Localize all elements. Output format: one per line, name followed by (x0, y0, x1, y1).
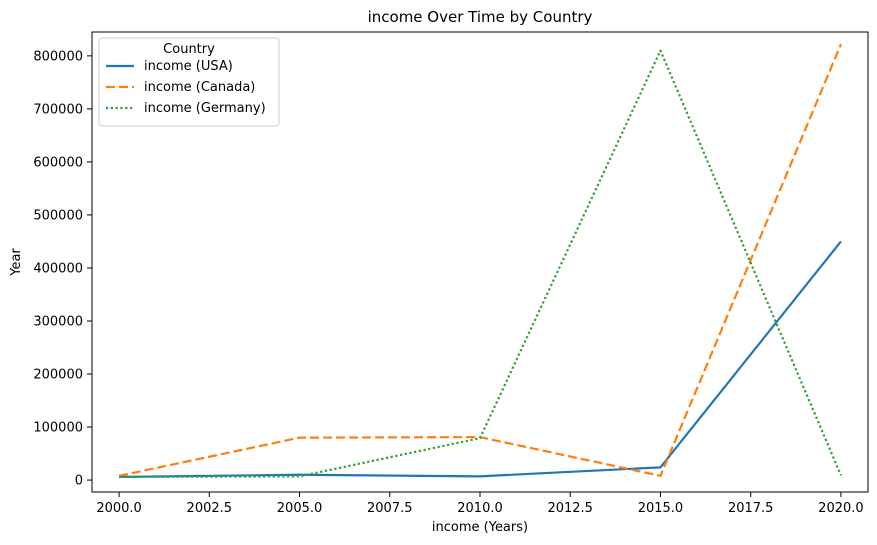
x-tick-label: 2002.5 (187, 501, 233, 516)
y-tick-label: 300000 (33, 314, 83, 329)
series-lines (118, 43, 842, 478)
legend-title: Country (163, 42, 215, 57)
x-axis-label: income (Years) (432, 520, 528, 535)
y-tick-label: 500000 (33, 208, 83, 223)
series-line (119, 240, 842, 478)
x-axis: 2000.0 2002.5 2005.0 2007.5 2010.0 2012.5 2015… (96, 492, 864, 516)
y-axis: 0 100000 200000 300000 400000 500000 600000 700… (33, 49, 92, 489)
y-tick-label: 400000 (33, 261, 83, 276)
x-tick-label: 2000.0 (96, 501, 142, 516)
legend-box (98, 37, 280, 127)
y-tick-label: 600000 (33, 155, 83, 170)
legend: Country income (USA) income (Canada) incom… (98, 37, 280, 127)
legend-label: income (Germany) (144, 101, 266, 116)
legend-label: income (USA) (144, 59, 233, 74)
x-tick-label: 2017.5 (728, 501, 774, 516)
y-tick-label: 100000 (33, 421, 83, 436)
x-tick-label: 2005.0 (277, 501, 323, 516)
series-line (119, 49, 842, 478)
x-tick-label: 2007.5 (367, 501, 413, 516)
x-tick-label: 2020.0 (818, 501, 864, 516)
x-tick-label: 2015.0 (638, 501, 684, 516)
y-tick-label: 800000 (33, 49, 83, 64)
y-tick-label: 0 (75, 474, 83, 489)
x-tick-label: 2010.0 (457, 501, 503, 516)
legend-label: income (Canada) (144, 80, 255, 95)
x-tick-label: 2012.5 (547, 501, 593, 516)
y-tick-label: 700000 (33, 102, 83, 117)
chart-title: income Over Time by Country (368, 8, 593, 26)
y-axis-label: Year (9, 248, 24, 277)
y-tick-label: 200000 (33, 368, 83, 383)
